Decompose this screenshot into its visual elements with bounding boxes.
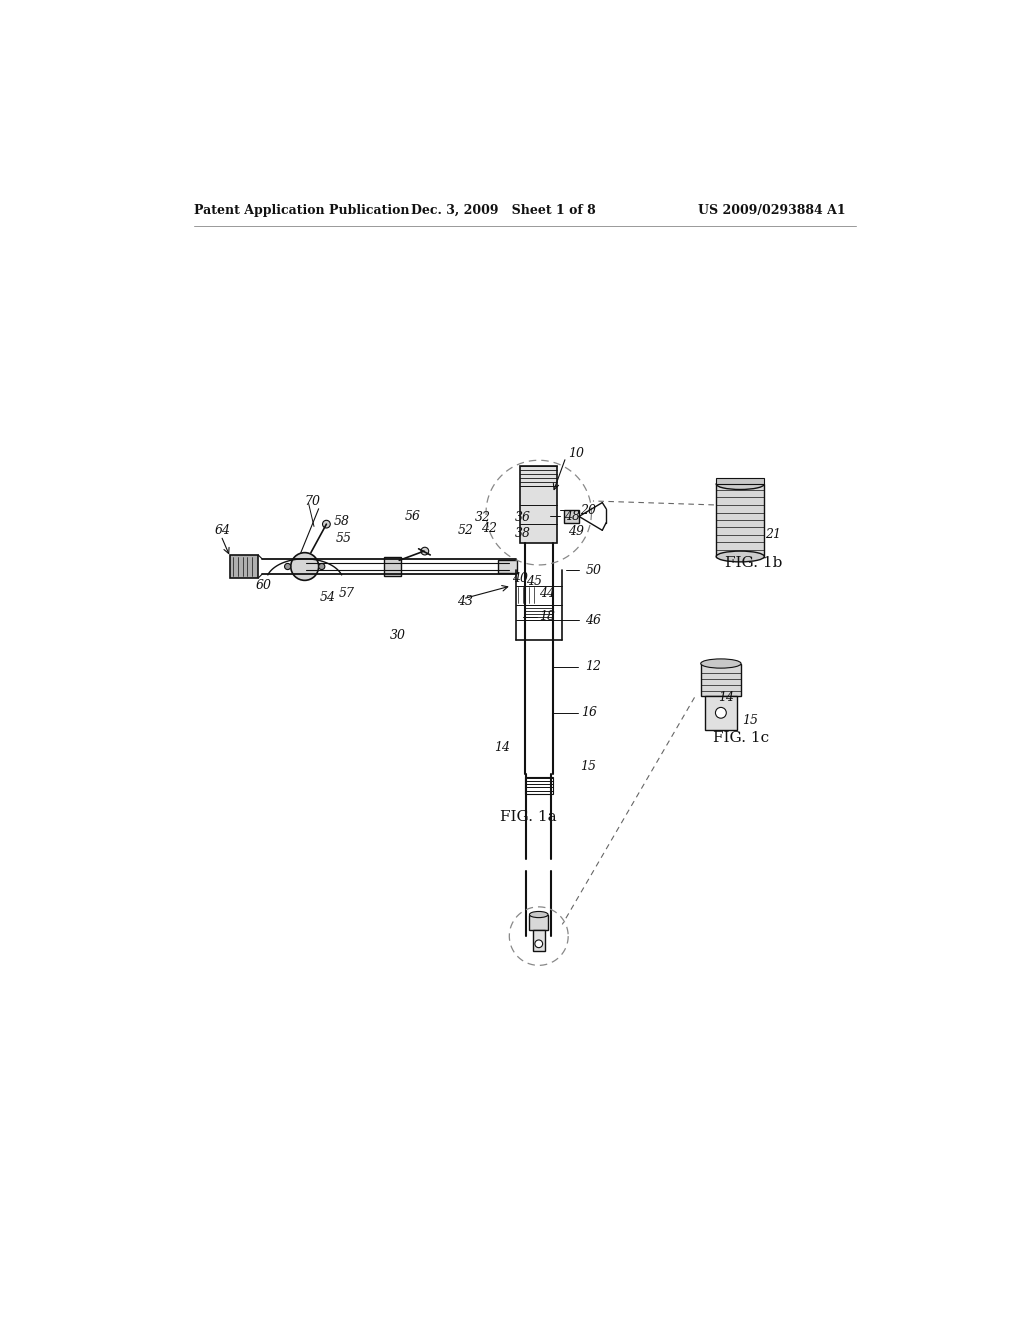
- Circle shape: [421, 548, 429, 554]
- Bar: [384, 557, 400, 576]
- Circle shape: [535, 940, 543, 948]
- Text: 56: 56: [404, 510, 421, 523]
- Text: 43: 43: [458, 594, 473, 607]
- Text: 64: 64: [215, 524, 230, 537]
- Text: 57: 57: [339, 587, 354, 601]
- Text: 48: 48: [564, 510, 581, 523]
- Bar: [524, 776, 553, 793]
- Circle shape: [291, 553, 318, 581]
- Text: 18: 18: [539, 610, 555, 623]
- Text: 40: 40: [512, 572, 528, 585]
- Text: 16: 16: [582, 706, 597, 719]
- Bar: [529, 915, 548, 929]
- Text: Patent Application Publication: Patent Application Publication: [194, 205, 410, 218]
- Text: FIG. 1c: FIG. 1c: [713, 731, 769, 746]
- Text: 46: 46: [586, 614, 601, 627]
- Text: 49: 49: [568, 525, 585, 539]
- Circle shape: [323, 520, 331, 528]
- Text: 15: 15: [580, 760, 596, 774]
- Text: 15: 15: [742, 714, 759, 727]
- Text: 38: 38: [515, 527, 530, 540]
- Circle shape: [716, 708, 726, 718]
- Circle shape: [318, 564, 325, 570]
- Text: 12: 12: [586, 660, 601, 673]
- Ellipse shape: [716, 479, 764, 490]
- Text: FIG. 1a: FIG. 1a: [500, 809, 556, 824]
- Text: 70: 70: [305, 495, 321, 508]
- Bar: [563, 511, 579, 523]
- Ellipse shape: [716, 552, 764, 562]
- Text: 21: 21: [765, 528, 781, 541]
- Text: 54: 54: [321, 591, 336, 603]
- Bar: [520, 466, 557, 544]
- Bar: [716, 484, 764, 557]
- Ellipse shape: [529, 911, 548, 917]
- Bar: [499, 560, 517, 573]
- Text: 42: 42: [480, 521, 497, 535]
- Ellipse shape: [700, 659, 741, 668]
- Text: 36: 36: [515, 511, 530, 524]
- Bar: [532, 929, 545, 952]
- Text: 14: 14: [494, 741, 510, 754]
- Text: 60: 60: [256, 579, 272, 593]
- Text: Dec. 3, 2009   Sheet 1 of 8: Dec. 3, 2009 Sheet 1 of 8: [411, 205, 596, 218]
- Text: 55: 55: [336, 532, 351, 545]
- Text: 58: 58: [334, 515, 349, 528]
- Bar: [705, 696, 737, 730]
- Text: 32: 32: [474, 511, 490, 524]
- Circle shape: [285, 564, 291, 570]
- Text: 52: 52: [458, 524, 473, 537]
- Bar: [230, 554, 258, 578]
- Text: 44: 44: [539, 587, 555, 601]
- Bar: [700, 664, 741, 696]
- Text: US 2009/0293884 A1: US 2009/0293884 A1: [697, 205, 845, 218]
- Text: 14: 14: [719, 690, 734, 704]
- Text: 30: 30: [390, 630, 406, 643]
- Text: FIG. 1b: FIG. 1b: [725, 556, 782, 570]
- Text: 45: 45: [525, 576, 542, 589]
- Bar: [716, 478, 764, 484]
- Text: 10: 10: [568, 446, 585, 459]
- Text: 20: 20: [580, 504, 596, 517]
- Text: 50: 50: [586, 564, 601, 577]
